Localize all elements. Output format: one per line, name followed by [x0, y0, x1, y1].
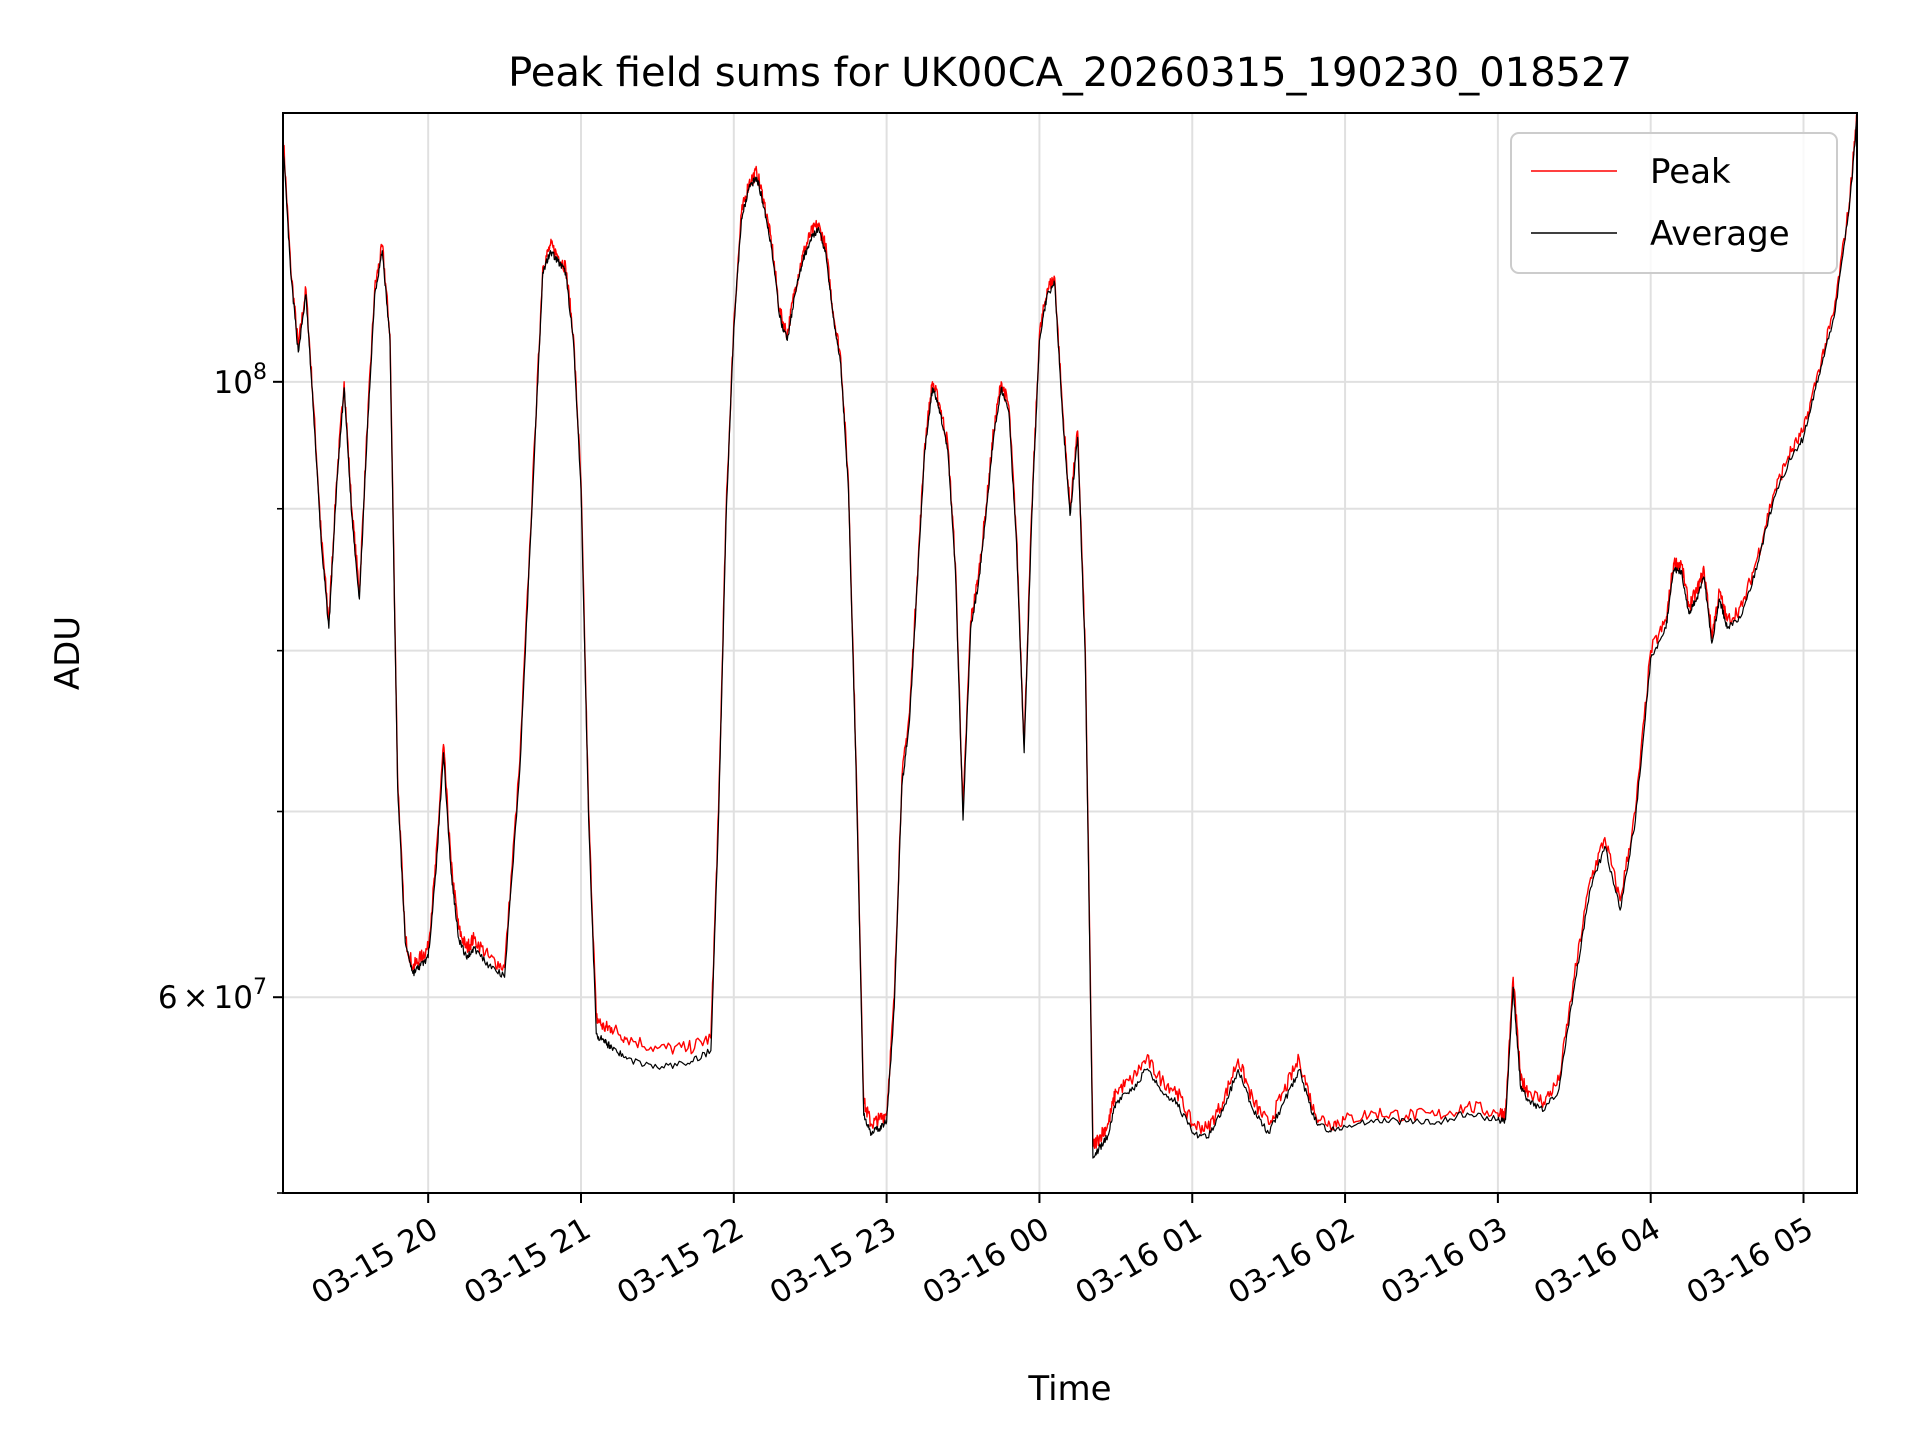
- legend-average-label: Average: [1650, 214, 1790, 254]
- y-axis: 108 6 × 107: [158, 360, 283, 1194]
- legend-box: [1510, 132, 1838, 274]
- legend-peak-label: Peak: [1650, 152, 1731, 192]
- plot-area: [283, 113, 1857, 1193]
- series-line-peak: [283, 113, 1857, 1149]
- series-layer: [283, 113, 1857, 1159]
- series-line-average: [283, 117, 1857, 1159]
- x-axis-label: Time: [1027, 1369, 1111, 1409]
- y-tick-label: 6 × 107: [158, 975, 267, 1016]
- y-axis-label: ADU: [48, 616, 88, 690]
- plot-frame: [282, 112, 1858, 1194]
- chart-title: Peak field sums for UK00CA_20260315_1902…: [508, 50, 1632, 96]
- legend: Peak Average: [1510, 132, 1838, 274]
- y-tick-label: 108: [214, 360, 267, 401]
